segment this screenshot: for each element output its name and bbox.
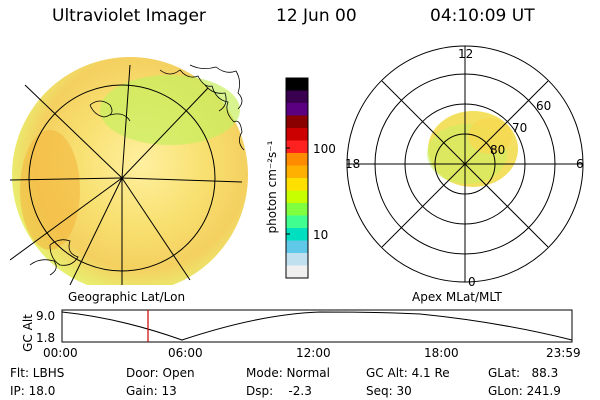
info-mode: Mode: Normal [246, 366, 330, 380]
colorbar-band [286, 78, 308, 91]
info-flt: Flt: LBHS [10, 366, 65, 380]
mlat-label-80: 80 [490, 143, 505, 157]
mlat-label-60: 60 [536, 99, 551, 113]
time-tick-0600: 06:00 [168, 346, 203, 360]
mlt-label-6: 6 [576, 157, 584, 171]
colorbar-band [286, 115, 308, 129]
mlt-label-12: 12 [458, 47, 473, 61]
mlt-label-0: 0 [468, 275, 476, 289]
time-tick-1800: 18:00 [424, 346, 459, 360]
colorbar-band [286, 228, 308, 241]
colorbar-band [286, 178, 308, 191]
info-glon: GLon: 241.9 [488, 384, 561, 398]
geographic-image-panel [10, 57, 248, 285]
colorbar-band [286, 215, 308, 229]
altitude-timeline: 9.0 1.8 [36, 309, 573, 345]
time-tick-1200: 12:00 [296, 346, 331, 360]
colorbar-band [286, 240, 308, 254]
altitude-curve [61, 311, 573, 341]
meridian-lines [10, 64, 243, 285]
coastline-outlines [29, 64, 245, 276]
colorbar-band [286, 265, 308, 279]
colorbar-gradient [286, 78, 308, 279]
time-label: 04:10:09 UT [430, 6, 535, 26]
time-tick-0000: 00:00 [43, 346, 78, 360]
instrument-title: Ultraviolet Imager [52, 6, 206, 26]
colorbar-band [286, 90, 308, 104]
mlt-diagonal-2 [381, 80, 549, 248]
colorbar [285, 77, 309, 279]
altitude-axis-label: GC Alt [21, 314, 35, 352]
uv-emission-dayside [20, 130, 80, 250]
info-gc-alt: GC Alt: 4.1 Re [366, 366, 450, 380]
altitude-frame [61, 309, 573, 343]
colorbar-band [286, 140, 308, 154]
auroral-oval-bright [468, 118, 512, 154]
altitude-tick-9: 9.0 [36, 309, 55, 323]
mlt-polar-plot: 12 0 18 6 60 70 80 [345, 45, 584, 289]
colorbar-band [286, 190, 308, 204]
info-seq: Seq: 30 [366, 384, 412, 398]
info-glat: GLat: 88.3 [488, 366, 559, 380]
colorbar-frame [285, 77, 309, 279]
colorbar-band [286, 203, 308, 216]
date-label: 12 Jun 00 [276, 6, 357, 26]
colorbar-unit-label: photon cm⁻²s⁻¹ [265, 140, 279, 234]
colorbar-band [286, 253, 308, 266]
altitude-tick-1-8: 1.8 [36, 331, 55, 345]
info-dsp: Dsp: -2.3 [246, 384, 312, 398]
colorbar-tick-label-10: 10 [313, 228, 329, 242]
uv-emission-bright-region [100, 75, 240, 145]
time-tick-2359: 23:59 [546, 346, 581, 360]
geographic-caption: Geographic Lat/Lon [68, 290, 186, 304]
info-ip: IP: 18.0 [10, 384, 56, 398]
mlat-label-70: 70 [512, 121, 527, 135]
info-door: Door: Open [126, 366, 195, 380]
colorbar-band [286, 128, 308, 141]
mlt-label-18: 18 [345, 157, 360, 171]
colorbar-band [286, 103, 308, 116]
colorbar-band [286, 153, 308, 166]
colorbar-band [286, 165, 308, 179]
info-gain: Gain: 13 [126, 384, 177, 398]
mlt-caption: Apex MLat/MLT [412, 290, 502, 304]
colorbar-tick-label-100: 100 [313, 142, 336, 156]
